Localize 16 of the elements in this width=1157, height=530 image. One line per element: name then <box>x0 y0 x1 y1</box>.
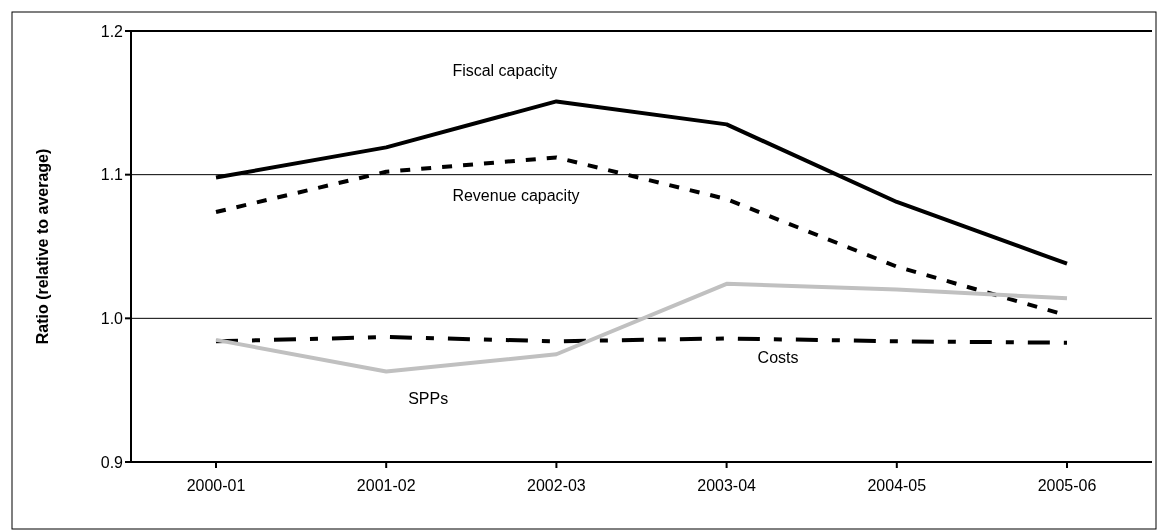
series-label: Costs <box>757 348 799 366</box>
y-tick-label: 1.1 <box>100 166 124 184</box>
y-axis-title: Ratio (relative to average) <box>33 148 51 345</box>
x-tick-label: 2001-02 <box>356 477 416 495</box>
x-tick-label: 2000-01 <box>186 477 246 495</box>
series-label: SPPs <box>408 389 449 407</box>
series-label: Fiscal capacity <box>452 61 558 79</box>
series-label: Revenue capacity <box>452 186 580 204</box>
y-tick-label: 1.2 <box>100 22 124 40</box>
x-tick-label: 2003-04 <box>697 477 757 495</box>
y-tick-label: 0.9 <box>100 453 124 471</box>
x-tick-label: 2002-03 <box>527 477 586 495</box>
x-tick-label: 2005-06 <box>1037 477 1097 495</box>
line-series <box>214 281 1069 374</box>
y-tick-label: 1.0 <box>100 310 124 328</box>
x-tick-label: 2004-05 <box>867 477 927 495</box>
